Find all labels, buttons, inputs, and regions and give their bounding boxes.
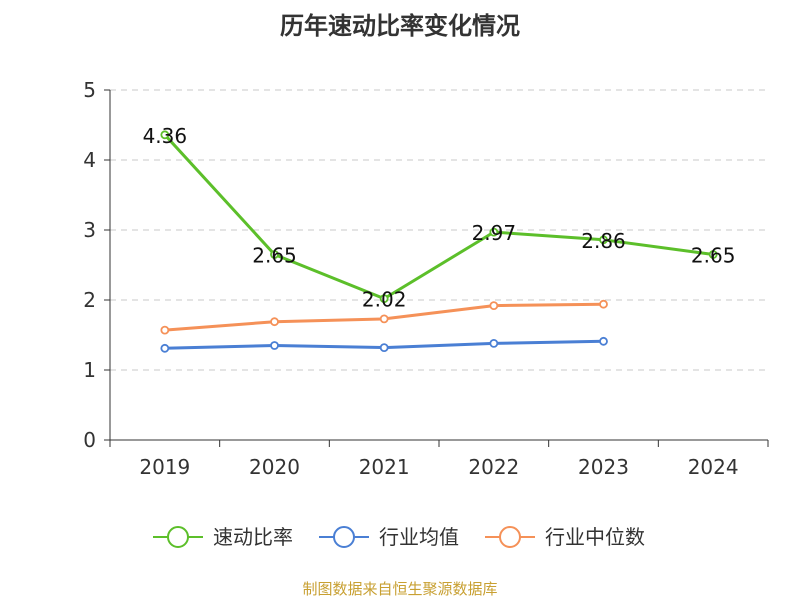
legend-marker <box>167 526 189 548</box>
data-label: 2.65 <box>252 244 297 268</box>
chart-title: 历年速动比率变化情况 <box>280 12 520 40</box>
legend-item: 速动比率 <box>153 525 293 549</box>
data-point <box>489 301 499 311</box>
data-label: 2.86 <box>581 229 626 253</box>
legend-item: 行业均值 <box>319 525 459 549</box>
data-point <box>270 317 279 327</box>
y-tick-label: 1 <box>83 358 96 382</box>
axes: 0 1 2 3 4 5 2019 2020 2021 2022 2023 2024 <box>83 78 769 479</box>
data-label: 2.97 <box>472 221 517 245</box>
data-point <box>599 235 608 245</box>
series-lines <box>160 130 718 353</box>
series-line-0 <box>163 133 714 301</box>
data-point <box>160 130 170 140</box>
x-tick-label: 2023 <box>578 455 629 479</box>
y-tick-label: 4 <box>83 148 96 172</box>
legend-item: 行业中位数 <box>485 525 645 549</box>
y-tick-label: 3 <box>83 218 96 242</box>
data-labels: 4.36 2.65 2.02 2.97 2.86 2.65 <box>143 124 736 312</box>
data-point <box>160 325 170 335</box>
data-point <box>270 341 279 350</box>
legend-label: 行业中位数 <box>545 525 645 549</box>
data-point <box>379 343 389 353</box>
legend-label: 行业均值 <box>379 525 459 549</box>
legend-label: 速动比率 <box>213 525 293 549</box>
legend-marker <box>333 526 355 548</box>
data-point <box>489 338 499 348</box>
x-tick-label: 2022 <box>468 455 519 479</box>
data-label: 2.65 <box>691 244 736 268</box>
data-point <box>270 250 279 259</box>
legend-marker <box>499 526 521 548</box>
x-tick-label: 2024 <box>688 455 739 479</box>
source-note: 制图数据来自恒生聚源数据库 <box>302 580 498 598</box>
data-point <box>379 314 389 324</box>
data-point <box>599 299 608 309</box>
y-tick-label: 5 <box>83 78 96 102</box>
data-label: 2.02 <box>362 288 407 312</box>
y-tick-label: 2 <box>83 288 96 312</box>
data-point <box>599 336 608 346</box>
data-point <box>489 227 499 237</box>
x-tick-label: 2020 <box>249 455 300 479</box>
x-tick-label: 2019 <box>139 455 190 479</box>
data-point <box>708 250 718 259</box>
y-tick-label: 0 <box>83 428 96 452</box>
data-label: 4.36 <box>143 124 188 148</box>
data-point <box>160 343 170 353</box>
x-tick-label: 2021 <box>359 455 410 479</box>
data-point <box>379 294 389 304</box>
legend: 速动比率 行业均值 行业中位数 <box>153 525 645 549</box>
